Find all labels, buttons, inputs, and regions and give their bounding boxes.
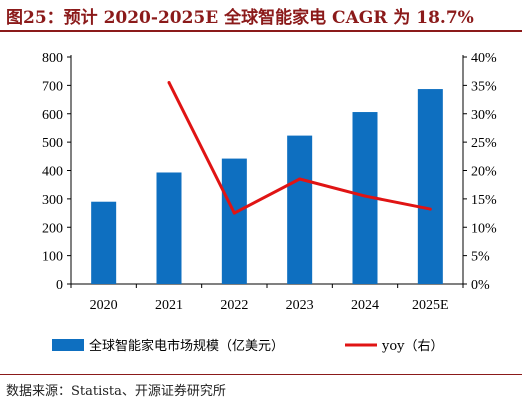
x-axis-tick-label: 2020	[90, 298, 118, 313]
x-axis-tick-label: 2021	[155, 298, 183, 313]
left-axis-tick-label: 400	[42, 165, 63, 180]
left-axis-tick-label: 500	[42, 136, 63, 151]
bar	[221, 158, 247, 284]
bar	[156, 172, 182, 284]
right-axis-tick-label: 20%	[471, 165, 497, 180]
left-axis-tick-label: 600	[42, 108, 63, 123]
right-axis-tick-label: 40%	[471, 51, 497, 66]
left-axis-tick-label: 0	[56, 278, 63, 293]
right-axis-tick-label: 35%	[471, 79, 497, 94]
yoy-point	[363, 194, 367, 198]
source-rule	[0, 374, 522, 375]
left-axis-tick-label: 800	[42, 51, 63, 66]
yoy-point	[167, 81, 171, 85]
left-axis-tick-label: 300	[42, 193, 63, 208]
right-axis-tick-label: 10%	[471, 221, 497, 236]
bar	[287, 135, 313, 284]
bar	[417, 89, 443, 284]
left-axis-tick-label: 100	[42, 250, 63, 265]
x-axis-tick-label: 2023	[286, 298, 314, 313]
yoy-point	[428, 207, 432, 211]
right-axis-tick-label: 0%	[471, 278, 490, 293]
x-axis-tick-label: 2022	[220, 298, 248, 313]
plot-area: 0 100 200 300 400 500 600 700 800 0% 5% 10% 15% 20% 25…	[42, 51, 497, 313]
title-rule	[0, 30, 522, 32]
bar	[91, 201, 117, 284]
legend-bar-label: 全球智能家电市场规模（亿美元）	[89, 338, 284, 354]
x-axis-tick-label: 2025E	[412, 298, 449, 313]
yoy-point	[232, 211, 236, 215]
left-axis-tick-label: 700	[42, 79, 63, 94]
figure-title: 图25：预计 2020-2025E 全球智能家电 CAGR 为 18.7%	[6, 8, 474, 28]
right-axis-tick-label: 15%	[471, 193, 497, 208]
yoy-point	[298, 177, 302, 181]
right-axis-tick-label: 30%	[471, 108, 497, 123]
right-axis-tick-label: 5%	[471, 250, 490, 265]
left-axis-tick-label: 200	[42, 221, 63, 236]
legend-bar-swatch	[52, 339, 84, 351]
legend-line-label: yoy（右）	[381, 339, 444, 354]
source-note: 数据来源：Statista、开源证券研究所	[6, 384, 226, 399]
x-axis-tick-label: 2024	[351, 298, 379, 313]
right-axis-tick-label: 25%	[471, 136, 497, 151]
legend: 全球智能家电市场规模（亿美元） yoy（右）	[52, 338, 444, 354]
